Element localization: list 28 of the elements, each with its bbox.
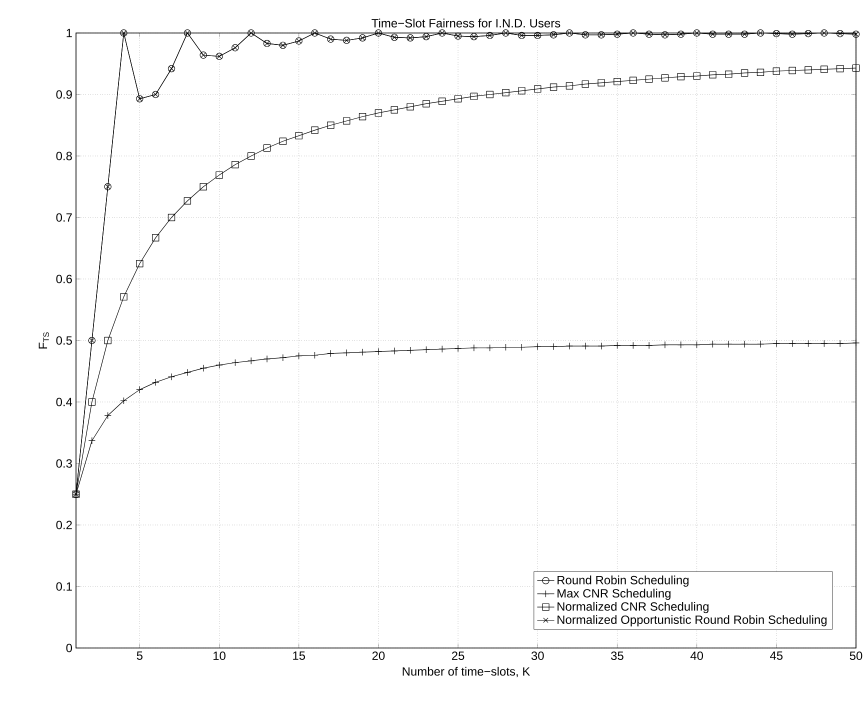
y-tick-label: 0.5 (56, 336, 72, 345)
x-axis-title: Number of time−slots, K (402, 666, 530, 678)
x-tick-label: 40 (690, 652, 704, 660)
y-axis-title: F$_{TS}$ (38, 332, 49, 349)
x-tick-label: 35 (611, 652, 624, 660)
x-tick-label: 25 (452, 652, 464, 660)
y-tick-label: 0.2 (56, 520, 72, 530)
x-tick-label: 30 (531, 652, 544, 660)
x-tick-label: 20 (372, 652, 385, 660)
x-tick-label: 5 (136, 652, 143, 660)
legend-label: Max CNR Scheduling (558, 588, 670, 600)
y-tick-label: 0.9 (56, 90, 72, 99)
y-tick-label: 0.3 (56, 459, 72, 468)
y-tick-label: 0 (66, 644, 72, 652)
chart-title: Time−Slot Fairness for I.N.D. Users (372, 18, 560, 28)
x-tick-label: 10 (214, 652, 226, 660)
y-tick-label: 0.4 (56, 398, 72, 406)
legend-label: Round Robin Scheduling (558, 576, 689, 587)
legend-label: Normalized CNR Scheduling (558, 602, 708, 614)
y-tick-label: 0.1 (56, 582, 72, 591)
y-tick-label: 0.7 (56, 213, 72, 222)
y-tick-label: 0.8 (56, 152, 72, 160)
x-tick-label: 50 (850, 652, 862, 660)
legend-label: Normalized Opportunistic Round Robin Scheduling (558, 615, 827, 626)
x-tick-label: 15 (293, 652, 306, 660)
y-tick-label: 1 (66, 28, 72, 38)
x-tick-label: 45 (770, 652, 783, 660)
y-tick-label: 0.6 (56, 274, 72, 284)
